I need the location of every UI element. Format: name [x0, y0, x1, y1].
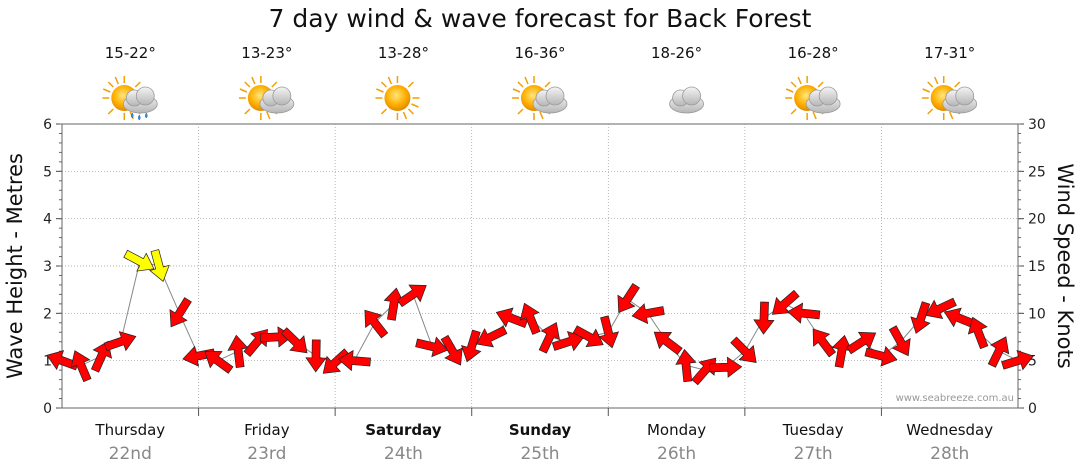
day-label-sunday: Sunday: [509, 421, 572, 439]
temp-range-wednesday: 17-31°: [924, 44, 976, 62]
temp-range-friday: 13-23°: [241, 44, 293, 62]
sun-icon: [375, 75, 421, 121]
watermark: www.seabreeze.com.au: [896, 393, 1014, 404]
wind-arrow-point: [967, 316, 989, 350]
day-label-friday: Friday: [244, 421, 290, 439]
right-tick-label: 5: [1028, 354, 1037, 370]
wind-arrow-point: [397, 284, 427, 308]
wind-arrow-point: [730, 336, 757, 363]
day-date-tuesday: 27th: [794, 444, 833, 464]
left-tick-label: 0: [43, 401, 52, 417]
wind-arrow-point: [617, 283, 640, 314]
day-date-friday: 23rd: [247, 444, 286, 464]
wind-arrow-point: [440, 334, 463, 366]
right-tick-label: 30: [1028, 117, 1046, 133]
left-tick-label: 3: [43, 259, 52, 275]
right-tick-label: 15: [1028, 259, 1046, 275]
wind-arrow-point: [475, 325, 508, 348]
wind-arrow-point: [812, 328, 837, 358]
day-date-wednesday: 28th: [930, 444, 969, 464]
left-tick-label: 4: [43, 212, 52, 228]
wind-arrow-point: [987, 336, 1010, 368]
wind-arrow-point: [753, 301, 775, 335]
wind-arrow-point: [709, 356, 743, 378]
wind-arrow-point: [364, 309, 389, 339]
y-axis-title-right: Wind Speed - Knots: [1053, 163, 1077, 368]
wind-arrow-point: [495, 307, 529, 329]
wind-arrow-point: [925, 297, 957, 319]
wind-arrow-point: [305, 339, 327, 373]
day-label-tuesday: Tuesday: [782, 421, 844, 439]
wind-arrow-point: [204, 350, 234, 374]
temp-range-sunday: 16-36°: [514, 44, 566, 62]
wind-arrow-point: [337, 349, 371, 372]
wind-arrow-point: [383, 287, 405, 321]
cloud-icon: [669, 86, 704, 114]
temp-range-thursday: 15-22°: [104, 44, 156, 62]
day-date-saturday: 24th: [384, 444, 423, 464]
page-title: 7 day wind & wave forecast for Back Fore…: [268, 4, 812, 33]
wind-arrow-point: [675, 348, 697, 383]
wind-arrow-point: [831, 334, 853, 369]
day-label-wednesday: Wednesday: [906, 421, 993, 439]
wind-arrow-point: [771, 289, 800, 315]
wind-arrow-point: [519, 302, 541, 335]
sun-cloud-icon: [512, 75, 568, 121]
wind-arrow-point: [598, 315, 620, 349]
wind-arrow-point: [243, 328, 268, 358]
wind-arrow-point: [227, 334, 249, 368]
left-tick-label: 2: [43, 306, 52, 322]
rain-drop: [138, 114, 141, 121]
sun-cloud-icon: [238, 75, 295, 121]
left-tick-label: 1: [43, 354, 52, 370]
right-tick-label: 10: [1028, 306, 1046, 322]
sun-cloud-rain-icon: [102, 75, 158, 121]
wind-arrow-point: [572, 325, 604, 348]
left-tick-label: 6: [43, 117, 52, 133]
wind-arrow-point: [538, 321, 560, 354]
wind-arrow-point: [103, 331, 137, 352]
day-date-thursday: 22nd: [109, 444, 152, 464]
rain-drop: [145, 112, 148, 119]
day-label-monday: Monday: [647, 421, 706, 439]
sun-cloud-icon: [921, 75, 978, 121]
right-tick-label: 25: [1028, 164, 1046, 180]
wind-arrow-point: [70, 350, 92, 383]
wind-arrow-point: [910, 301, 931, 334]
right-tick-label: 0: [1028, 401, 1037, 417]
right-tick-label: 20: [1028, 212, 1046, 228]
left-tick-label: 5: [43, 164, 52, 180]
day-date-sunday: 25th: [520, 444, 559, 464]
day-date-monday: 26th: [657, 444, 696, 464]
wind-arrow-point: [787, 302, 821, 324]
wind-arrow-point: [631, 303, 665, 325]
wind-arrow-point: [653, 331, 683, 356]
temp-range-saturday: 13-28°: [377, 44, 429, 62]
wind-arrow-point: [169, 297, 192, 328]
rain-drop: [131, 112, 134, 119]
day-label-saturday: Saturday: [365, 421, 442, 439]
wind-arrow-point: [1001, 350, 1034, 371]
wind-arrow-point: [322, 348, 351, 374]
wind-arrow-point: [551, 331, 585, 352]
wind-arrow-point: [280, 327, 308, 354]
wind-arrow-point: [461, 329, 482, 363]
day-label-thursday: Thursday: [94, 421, 165, 439]
wind-arrow-point: [415, 336, 449, 358]
wind-arrow-point: [149, 249, 170, 283]
temp-range-tuesday: 16-28°: [787, 44, 839, 62]
y-axis-title-left: Wave Height - Metres: [3, 153, 27, 379]
wind-arrow-point: [888, 325, 911, 357]
wind-arrow-point: [846, 331, 877, 355]
wind-arrow-point: [864, 345, 898, 367]
wind-arrow-point: [123, 249, 155, 272]
sun-cloud-icon: [785, 75, 841, 121]
temp-range-monday: 18-26°: [651, 44, 703, 62]
